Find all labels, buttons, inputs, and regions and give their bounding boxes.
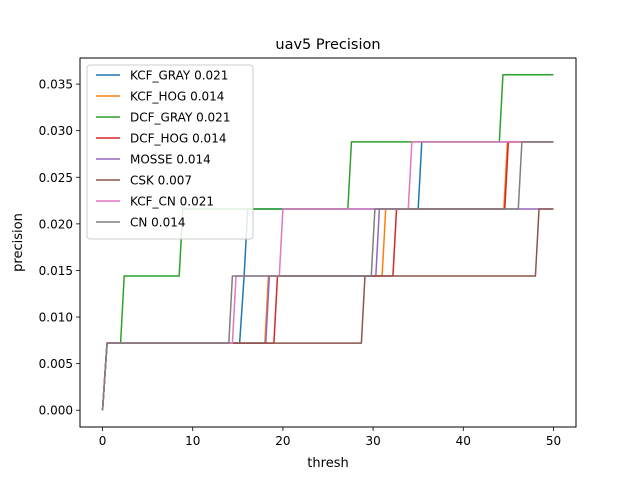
y-axis-label: precision — [11, 213, 26, 272]
legend-label-3: DCF_HOG 0.014 — [130, 132, 226, 146]
legend-box — [86, 64, 254, 240]
legend-label-5: CSK 0.007 — [130, 174, 192, 188]
x-tick-label: 50 — [546, 434, 561, 448]
x-tick-label: 30 — [365, 434, 380, 448]
x-tick-label: 0 — [99, 434, 107, 448]
y-tick-label: 0.005 — [39, 357, 73, 371]
legend-label-7: CN 0.014 — [130, 216, 186, 230]
x-tick-label: 20 — [275, 434, 290, 448]
y-tick-label: 0.035 — [39, 78, 73, 92]
y-tick-label: 0.025 — [39, 171, 73, 185]
x-axis-label: thresh — [307, 456, 348, 471]
y-tick-label: 0.000 — [39, 404, 73, 418]
y-tick-label: 0.015 — [39, 264, 73, 278]
x-tick-label: 10 — [185, 434, 200, 448]
chart-title: uav5 Precision — [275, 37, 380, 53]
series-line-7 — [101, 141, 554, 411]
legend-label-0: KCF_GRAY 0.021 — [130, 69, 228, 83]
legend: KCF_GRAY 0.021 KCF_HOG 0.014 DCF_GRAY 0.02… — [86, 64, 254, 240]
y-axis-ticks: 0.000 0.005 0.010 0.015 0.020 0.025 0.030 0.035 — [39, 78, 80, 418]
legend-label-1: KCF_HOG 0.014 — [130, 90, 224, 104]
legend-label-6: KCF_CN 0.021 — [130, 195, 214, 209]
x-tick-label: 40 — [456, 434, 471, 448]
legend-label-4: MOSSE 0.014 — [130, 153, 211, 167]
y-tick-label: 0.030 — [39, 124, 73, 138]
legend-label-2: DCF_GRAY 0.021 — [130, 111, 230, 125]
y-tick-label: 0.020 — [39, 217, 73, 231]
y-tick-label: 0.010 — [39, 311, 73, 325]
x-axis-ticks: 0 10 20 30 40 50 — [99, 427, 561, 448]
axes-frame — [79, 57, 577, 428]
